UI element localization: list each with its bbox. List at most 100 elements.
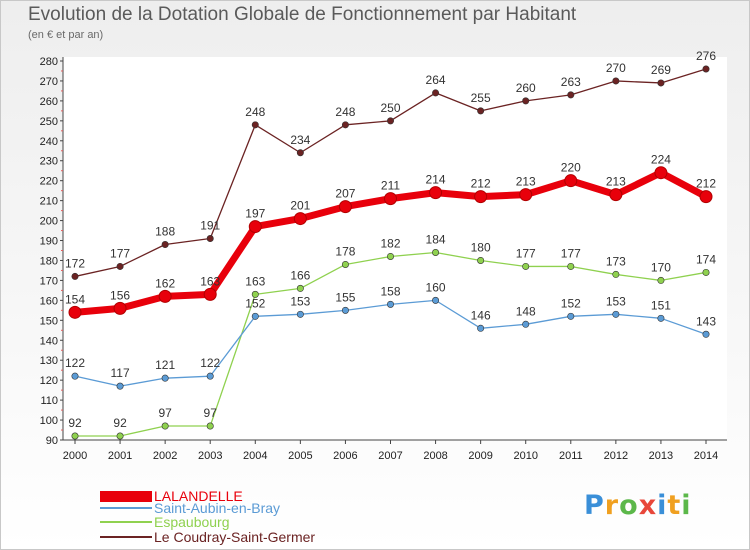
data-label-le-coudray-saint-germer: 264 (426, 73, 446, 87)
data-point-lalandelle (429, 186, 443, 200)
data-label-le-coudray-saint-germer: 248 (245, 105, 265, 119)
x-tick-label: 2007 (378, 450, 402, 462)
data-label-lalandelle: 213 (516, 175, 536, 189)
data-label-le-coudray-saint-germer: 188 (155, 225, 175, 239)
legend-label-le-coudray-saint-germer: Le Coudray-Saint-Germer (154, 529, 316, 545)
data-label-le-coudray-saint-germer: 172 (65, 256, 85, 270)
data-point-le-coudray-saint-germer (612, 77, 620, 85)
chart-title: Evolution de la Dotation Globale de Fonc… (28, 4, 577, 25)
data-point-saint-aubin-en-bray (206, 372, 214, 380)
data-point-lalandelle (68, 305, 82, 319)
data-label-le-coudray-saint-germer: 250 (380, 101, 400, 115)
x-tick-label: 2003 (198, 450, 222, 462)
data-point-espaubourg (296, 284, 304, 292)
y-tick-label: 280 (40, 56, 58, 68)
data-point-espaubourg (477, 256, 485, 264)
data-label-lalandelle: 156 (110, 288, 130, 302)
data-label-saint-aubin-en-bray: 153 (606, 294, 626, 308)
data-point-le-coudray-saint-germer (567, 91, 575, 99)
data-label-le-coudray-saint-germer: 276 (696, 49, 716, 63)
data-point-le-coudray-saint-germer (251, 121, 259, 129)
data-point-saint-aubin-en-bray (567, 312, 575, 320)
data-point-saint-aubin-en-bray (432, 296, 440, 304)
x-tick-label: 2002 (153, 450, 177, 462)
data-label-lalandelle: 212 (471, 177, 491, 191)
data-point-espaubourg (386, 252, 394, 260)
data-point-lalandelle (654, 166, 668, 180)
data-point-lalandelle (338, 200, 352, 214)
data-point-saint-aubin-en-bray (386, 300, 394, 308)
data-label-le-coudray-saint-germer: 255 (471, 91, 491, 105)
data-point-le-coudray-saint-germer (702, 65, 710, 73)
y-tick-label: 130 (40, 355, 58, 367)
x-tick-label: 2000 (63, 450, 87, 462)
data-point-le-coudray-saint-germer (522, 97, 530, 105)
y-tick-label: 150 (40, 315, 58, 327)
data-point-espaubourg (612, 270, 620, 278)
data-label-espaubourg: 173 (606, 254, 626, 268)
y-tick-label: 110 (40, 395, 58, 407)
y-tick-label: 210 (40, 196, 58, 208)
data-label-espaubourg: 163 (245, 274, 265, 288)
data-label-espaubourg: 170 (651, 260, 671, 274)
data-label-espaubourg: 177 (561, 246, 581, 260)
x-tick-label: 2012 (604, 450, 628, 462)
data-label-espaubourg: 97 (158, 406, 172, 420)
y-tick-label: 120 (40, 375, 58, 387)
data-label-lalandelle: 207 (335, 187, 355, 201)
data-point-espaubourg (522, 262, 530, 270)
data-point-espaubourg (432, 248, 440, 256)
data-label-saint-aubin-en-bray: 151 (651, 298, 671, 312)
data-point-saint-aubin-en-bray (657, 314, 665, 322)
data-point-lalandelle (564, 174, 578, 188)
legend-item-espaubourg: Espaubourg (100, 514, 230, 530)
y-tick-label: 190 (40, 236, 58, 248)
data-label-lalandelle: 220 (561, 161, 581, 175)
data-point-lalandelle (158, 289, 172, 303)
data-point-espaubourg (567, 262, 575, 270)
y-tick-label: 100 (40, 415, 58, 427)
data-point-saint-aubin-en-bray (71, 372, 79, 380)
data-label-le-coudray-saint-germer: 260 (516, 81, 536, 95)
y-tick-label: 200 (40, 216, 58, 228)
data-point-espaubourg (116, 432, 124, 440)
data-label-saint-aubin-en-bray: 122 (65, 356, 85, 370)
data-point-saint-aubin-en-bray (522, 320, 530, 328)
data-point-le-coudray-saint-germer (386, 117, 394, 125)
data-label-le-coudray-saint-germer: 269 (651, 63, 671, 77)
data-point-saint-aubin-en-bray (161, 374, 169, 382)
data-label-saint-aubin-en-bray: 146 (471, 308, 491, 322)
data-point-saint-aubin-en-bray (702, 330, 710, 338)
x-tick-label: 2008 (423, 450, 447, 462)
data-label-saint-aubin-en-bray: 152 (245, 296, 265, 310)
data-point-lalandelle (609, 188, 623, 202)
y-tick-label: 160 (40, 295, 58, 307)
y-tick-label: 180 (40, 255, 58, 267)
data-label-lalandelle: 154 (65, 292, 85, 306)
data-point-saint-aubin-en-bray (612, 310, 620, 318)
data-label-espaubourg: 166 (290, 268, 310, 282)
data-label-saint-aubin-en-bray: 152 (561, 296, 581, 310)
data-label-lalandelle: 213 (606, 175, 626, 189)
data-point-lalandelle (203, 287, 217, 301)
legend-item-le-coudray-saint-germer: Le Coudray-Saint-Germer (100, 529, 315, 545)
data-point-espaubourg (71, 432, 79, 440)
data-point-lalandelle (384, 192, 397, 206)
data-point-le-coudray-saint-germer (206, 235, 214, 243)
legend-swatch-lalandelle (100, 490, 152, 502)
data-point-le-coudray-saint-germer (477, 107, 485, 115)
data-label-lalandelle: 163 (200, 274, 220, 288)
y-tick-label: 260 (40, 96, 58, 108)
data-label-saint-aubin-en-bray: 117 (111, 366, 130, 380)
data-label-saint-aubin-en-bray: 143 (696, 314, 716, 328)
data-point-saint-aubin-en-bray (341, 306, 349, 314)
y-tick-label: 270 (40, 76, 58, 88)
data-label-lalandelle: 162 (155, 276, 175, 290)
y-tick-label: 240 (40, 136, 58, 148)
data-point-le-coudray-saint-germer (296, 149, 304, 157)
data-label-le-coudray-saint-germer: 248 (335, 105, 355, 119)
legend-swatch-le-coudray-saint-germer (100, 536, 152, 538)
x-tick-label: 2014 (694, 450, 718, 462)
data-label-saint-aubin-en-bray: 148 (516, 304, 536, 318)
data-point-espaubourg (161, 422, 169, 430)
